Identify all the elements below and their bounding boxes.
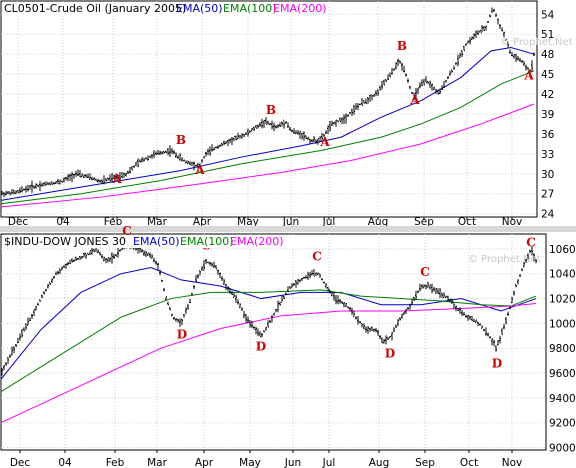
ema-line-100: [0, 70, 535, 205]
x-tick-label: 04: [56, 216, 70, 228]
y-tick-label: 36: [541, 129, 555, 141]
annotation-a: A: [111, 172, 122, 186]
y-tick-label: 42: [541, 89, 554, 101]
y-tick-label: 9800: [549, 343, 576, 355]
annotation-d: D: [177, 327, 187, 341]
dow-jones-chart: © Prophet.Net CDCDCDCDC 9000920094009600…: [0, 224, 576, 468]
x-tick-label: Feb: [106, 457, 125, 468]
crude-oil-title: CL0501-Crude Oil (January 2005): [4, 2, 186, 15]
y-tick-label: 48: [541, 49, 554, 61]
x-tick-label: Mar: [147, 216, 167, 228]
annotation-a: A: [523, 68, 534, 82]
annotation-b: B: [266, 103, 276, 117]
x-tick-label: Oct: [460, 457, 478, 468]
dow-jones-title: $INDU-DOW JONES 30: [4, 235, 126, 248]
ema-line-50: [0, 47, 535, 201]
crude-oil-ema-lines: [0, 47, 535, 208]
annotation-c: C: [312, 250, 322, 264]
crude-oil-plot-area: [0, 0, 538, 218]
x-tick-label: Jul: [322, 457, 336, 468]
dow-jones-watermark: © Prophet.Net: [468, 254, 541, 265]
y-tick-label: 54: [541, 9, 555, 21]
ema-line-200: [0, 103, 535, 208]
crude-oil-x-ticks: Dec 04 Feb Mar Apr May Jun Jul Aug Sep Oct Nov: [8, 216, 522, 228]
annotation-a: A: [409, 93, 420, 107]
dow-jones-title-background: [2, 235, 307, 248]
annotation-a: A: [194, 163, 205, 177]
x-tick-label: Sep: [415, 457, 435, 468]
dow-jones-legend-ema50: EMA(50): [133, 235, 180, 248]
x-tick-label: Apr: [193, 216, 212, 228]
x-tick-label: Nov: [502, 457, 523, 468]
x-tick-label: Jul: [322, 216, 336, 228]
annotation-b: B: [493, 0, 503, 3]
y-tick-label: 9600: [549, 368, 576, 380]
crude-oil-legend-ema50: EMA(50): [176, 2, 223, 15]
x-tick-label: Dec: [8, 216, 29, 228]
y-tick-label: 9200: [549, 418, 576, 430]
y-tick-label: 30: [541, 169, 554, 181]
y-tick-label: 39: [541, 109, 554, 121]
dow-jones-legend-ema200: EMA(200): [230, 235, 284, 248]
annotation-c: C: [420, 265, 430, 279]
dow-jones-x-ticks: Dec 04 Feb Mar Apr May Jun Jul Aug Sep Oct Nov: [10, 450, 522, 468]
x-tick-label: May: [239, 457, 261, 468]
annotation-b: B: [397, 39, 407, 53]
y-tick-label: 10000: [549, 318, 576, 330]
x-tick-label: 04: [58, 457, 72, 468]
x-tick-label: Mar: [147, 457, 167, 468]
y-tick-label: 10600: [549, 244, 576, 256]
x-tick-label: Nov: [502, 216, 523, 228]
y-tick-label: 24: [541, 209, 555, 221]
x-tick-label: Aug: [368, 216, 389, 228]
ema-line-100: [0, 289, 537, 393]
annotation-c: C: [122, 224, 132, 238]
chart-separator: [0, 226, 576, 232]
crude-oil-price-bars: [1, 7, 535, 198]
x-tick-label: May: [237, 216, 259, 228]
x-tick-label: Feb: [104, 216, 123, 228]
x-tick-label: Jun: [284, 457, 301, 468]
crude-oil-watermark: © Prophet.Net: [500, 37, 573, 48]
annotation-a: A: [319, 135, 330, 149]
dow-jones-plot-area: [0, 233, 547, 451]
crude-oil-y-ticks: 24 27 30 33 36 39 42 45 48 51 54: [541, 9, 555, 220]
y-tick-label: 9000: [549, 443, 576, 455]
annotation-d: D: [256, 340, 266, 354]
y-tick-label: 10400: [549, 269, 576, 281]
dow-jones-y-ticks: 9000 9200 9400 9600 9800 10000 10200 10400 10600: [549, 244, 576, 455]
x-tick-label: Sep: [414, 216, 434, 228]
annotation-c: C: [526, 235, 536, 249]
crude-oil-chart: © Prophet.Net B A B A B A A B A 24 27 30 33 36 39 42 45…: [0, 0, 573, 228]
y-tick-label: 10200: [549, 294, 576, 306]
y-tick-label: 45: [541, 69, 554, 81]
x-tick-label: Aug: [369, 457, 390, 468]
x-tick-label: Apr: [195, 457, 214, 468]
y-tick-label: 9400: [549, 393, 576, 405]
dow-jones-legend-ema100: EMA(100): [180, 235, 234, 248]
x-tick-label: Oct: [458, 216, 476, 228]
crude-oil-legend-ema100: EMA(100): [223, 2, 277, 15]
annotation-b: B: [176, 133, 186, 147]
x-tick-label: Jun: [282, 216, 299, 228]
ema-line-200: [0, 303, 537, 424]
crude-oil-legend-ema200: EMA(200): [273, 2, 327, 15]
annotation-d: D: [385, 347, 395, 361]
crude-oil-title-background: [2, 2, 297, 15]
y-tick-label: 51: [541, 29, 554, 41]
x-tick-label: Dec: [10, 457, 31, 468]
y-tick-label: 33: [541, 149, 554, 161]
y-tick-label: 27: [541, 189, 554, 201]
crude-oil-annotations: B A B A B A A B A: [111, 0, 534, 186]
annotation-d: D: [492, 356, 502, 370]
